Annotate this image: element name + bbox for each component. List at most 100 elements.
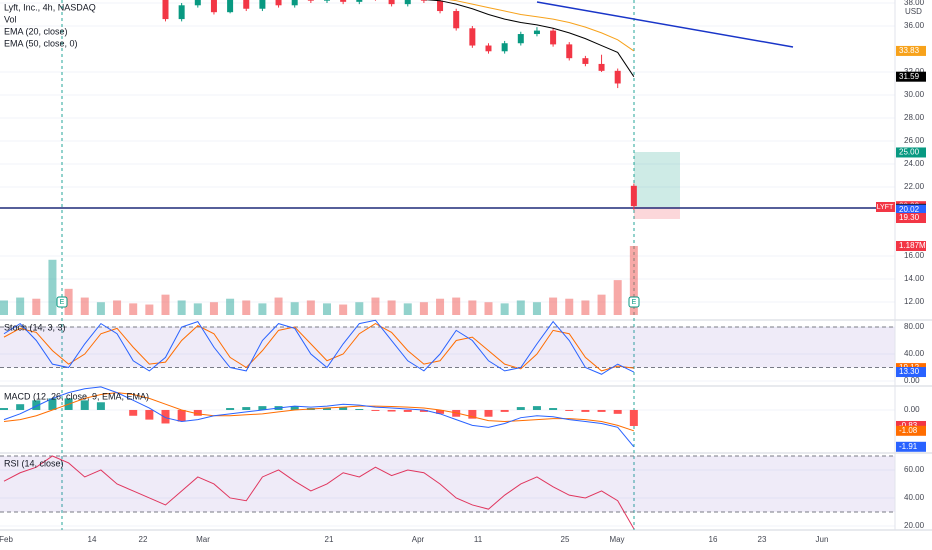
volume-bar [484,302,493,315]
loss-zone [634,207,680,219]
volume-bar [436,298,445,315]
candle-body [420,0,427,1]
candle-body [194,0,201,6]
volume-bar [177,300,186,315]
time-label: Mar [196,535,210,544]
price-tag [896,441,926,452]
pane-title: MACD (12, 26, close, 9, EMA, EMA) [4,391,149,401]
price-tag-text: -0.83 [899,421,918,430]
symbol-tag [876,202,895,212]
indicator-panes [0,319,895,529]
price-tag-text: -1.91 [899,442,918,451]
price-tag-text: 20.02 [899,205,920,214]
macd-hist [597,409,606,412]
time-label: 14 [88,535,97,544]
candle-body [598,63,605,71]
time-label: Jun [816,535,829,544]
price-tag-text: 25.00 [899,148,920,157]
symbol: Lyft, Inc., 4h, NASDAQ [4,2,96,12]
volume-bar [96,302,105,315]
macd-hist [516,407,525,410]
tick-label: 80.00 [904,322,925,331]
tick-label: 32.00 [904,67,925,76]
volume-bar [532,302,541,315]
macd-hist [403,409,412,412]
tick-label: 12.00 [904,297,925,306]
svg-text:E: E [60,299,65,306]
volume-bar [258,303,267,315]
band [0,326,895,368]
macd-hist [419,409,428,412]
volume-bar [419,302,428,315]
tick-label: 40.00 [904,349,925,358]
volume-bar [290,302,299,315]
time-label: 23 [758,535,767,544]
time-label: May [609,535,624,544]
price-tag-text: 33.83 [899,46,920,55]
macd-hist [323,408,331,410]
volume-bar [129,303,138,315]
pane-title: Stoch (14, 3, 3) [4,322,66,332]
macd-hist [80,400,89,410]
candle-body [582,58,589,64]
volume-bar [339,304,348,315]
candle-body [566,44,573,59]
macd-hist [629,409,638,426]
volume-bar [613,280,622,315]
macd-hist [242,407,251,410]
volume-bar [48,259,57,315]
macd-hist [32,400,41,410]
tick-label: 26.00 [904,136,925,145]
macd-signal [3,392,635,432]
tick-label: 20.00 [904,521,925,530]
profit-zone [634,152,680,207]
macd-hist [532,406,541,410]
macd-hist [355,409,364,410]
macd-hist [581,409,590,412]
candle-body [259,0,266,9]
price-pane [0,0,638,315]
volume-bar [209,302,218,315]
candle-body [340,0,347,2]
volume-bar [500,303,509,315]
candle-body [614,70,621,84]
tick-label: 40.00 [904,493,925,502]
candle-body [404,0,411,5]
grid [0,2,932,531]
volume-bar [549,297,558,315]
candle-body [324,0,330,1]
macd-hist [339,407,348,410]
macd-hist [258,406,267,410]
macd-hist [436,409,445,414]
price-tag [896,71,926,82]
tick-label: 28.00 [904,113,925,122]
volume-bar [387,300,396,315]
macd-hist [371,409,380,411]
macd-hist [161,409,170,424]
macd-hist [226,408,235,410]
volume-bar [403,303,412,315]
macd-hist [0,408,8,410]
volume-bar [516,300,525,315]
candle-body [630,185,637,207]
volume-bar [323,303,331,315]
price-tag-text: 31.59 [899,72,920,81]
tick-label: 14.00 [904,274,925,283]
macd-hist [565,409,574,411]
trend-line [536,1,794,48]
volume-bar [629,246,638,315]
macd-hist [145,409,154,420]
candle-body [356,0,363,2]
candle-body [533,30,540,35]
tick-label: 24.00 [904,159,925,168]
value-axis: 38.00 36.00 32.00 30.00 28.00 26.00 24.00 22.00… [896,0,926,530]
candle-body [243,0,250,9]
volume-bar [355,302,364,315]
legend: EMA (50, close, 0) [4,38,78,48]
time-label: Feb [0,535,13,544]
volume-bar [226,298,235,315]
volume-tag [896,241,926,251]
volume-bar [64,288,73,315]
candle-body [517,34,524,44]
